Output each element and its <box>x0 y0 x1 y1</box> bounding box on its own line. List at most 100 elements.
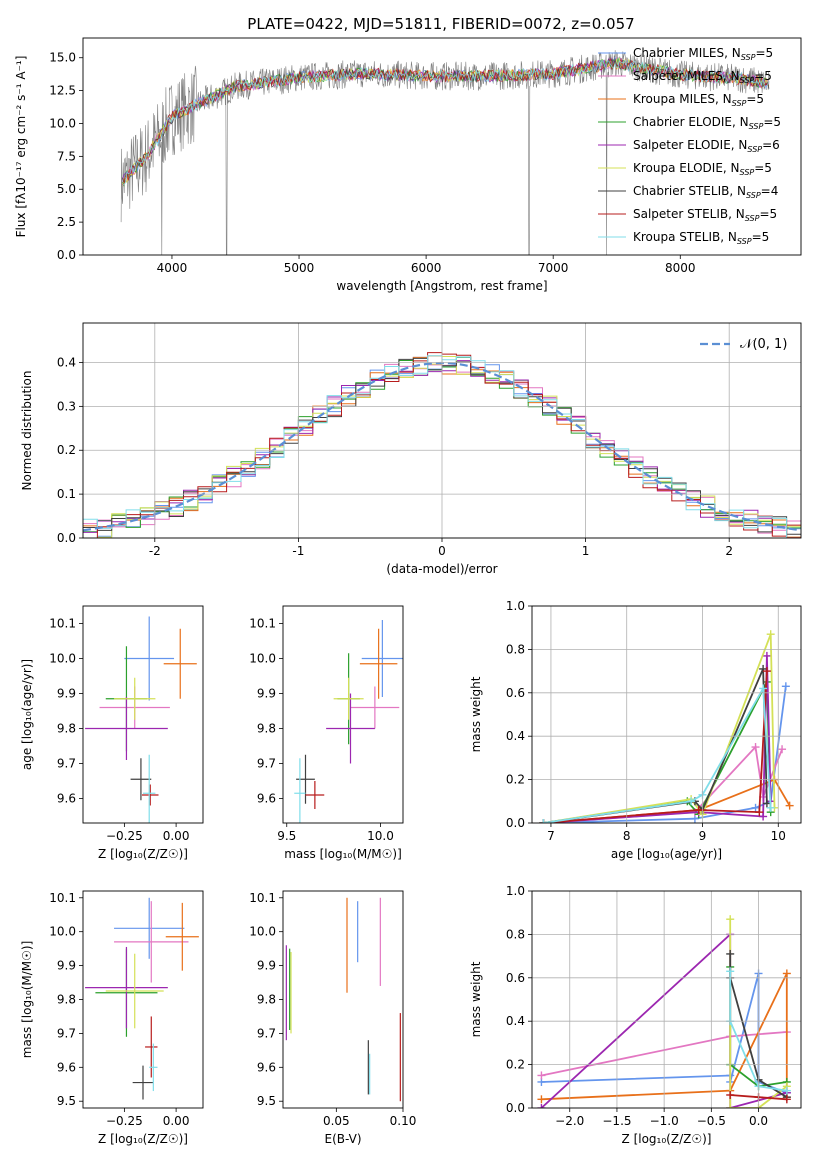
weight-marker <box>726 949 735 958</box>
legend-entry: Salpeter MILES, NSSP=5 <box>633 69 772 85</box>
errorbar-point-8 <box>149 1043 158 1092</box>
model-line-7 <box>122 57 770 187</box>
y-tick-label: 0.4 <box>506 729 525 743</box>
x-tick-label: 0.10 <box>390 1114 417 1128</box>
y-tick-label: 0.0 <box>57 248 76 262</box>
y-tick-label: 9.5 <box>57 1094 76 1108</box>
y-tick-label: 0.1 <box>57 487 76 501</box>
y-tick-label: 0.0 <box>506 1101 525 1115</box>
y-tick-label: 9.5 <box>257 1094 276 1108</box>
weight-marker <box>766 803 775 812</box>
weight-marker <box>537 1095 546 1104</box>
plot-area-mass_vs_ebv <box>285 897 401 1102</box>
x-tick-label: 7 <box>547 829 555 843</box>
x-tick-label: −0.25 <box>106 829 143 843</box>
errorbar-point-8 <box>294 758 306 823</box>
axes-frame <box>82 322 802 539</box>
y-tick-label: 10.0 <box>249 925 276 939</box>
y-axis-label: mass [log₁₀(M/M☉)] <box>20 941 34 1059</box>
errorbar-point-1 <box>114 901 189 983</box>
weight-marker <box>759 812 768 821</box>
axes-massweight_vs_Z: −2.0 −1.5 −1.0 −0.5 0.0 0.0 0.2 0.4 0.6 0.8 1.0 Z [… <box>469 884 802 1146</box>
axes-residuals: -2 -1 0 1 2 0.0 0.1 0.2 0.3 0.4 (data-model)/error… <box>20 322 802 576</box>
legend-entry: Salpeter STELIB, NSSP=5 <box>633 207 777 223</box>
y-tick-label: 9.7 <box>57 1026 76 1040</box>
x-tick-label: 0.00 <box>163 1114 190 1128</box>
legend-entry: Salpeter ELODIE, NSSP=6 <box>633 138 780 154</box>
y-tick-label: 0.6 <box>506 971 525 985</box>
y-tick-label: 0.2 <box>506 1058 525 1072</box>
x-tick-label: 7000 <box>538 261 569 275</box>
weight-marker <box>751 803 760 812</box>
errorbar-point-7 <box>141 784 159 806</box>
y-tick-label: 9.9 <box>257 687 276 701</box>
x-tick-label: 4000 <box>157 261 188 275</box>
x-tick-label: 8 <box>623 829 631 843</box>
y-tick-label: 9.6 <box>257 1060 276 1074</box>
weight-marker <box>539 819 548 823</box>
weight-line-7 <box>543 671 768 823</box>
weight-marker <box>687 797 696 806</box>
y-tick-label: 0.0 <box>506 816 525 830</box>
figure-title: PLATE=0422, MJD=51811, FIBERID=0072, z=0… <box>247 15 634 33</box>
y-axis-label: mass weight <box>469 676 483 752</box>
weight-marker <box>778 745 787 754</box>
plot-area-mass_vs_Z <box>85 897 199 1100</box>
y-tick-label: 9.7 <box>257 757 276 771</box>
y-tick-label: 0.0 <box>57 531 76 545</box>
y-tick-label: 0.8 <box>506 642 525 656</box>
spectrum-legend: Chabrier MILES, NSSP=5 Salpeter MILES, NS… <box>598 46 781 246</box>
errorbar-point-5 <box>114 677 156 720</box>
x-tick-label: 6000 <box>411 261 442 275</box>
y-tick-label: 9.8 <box>57 993 76 1007</box>
errorbar-point-2 <box>163 628 197 699</box>
axes-frame <box>82 890 204 1109</box>
weight-marker <box>755 808 764 817</box>
x-tick-label: 1 <box>582 544 590 558</box>
y-tick-label: 2.5 <box>57 215 76 229</box>
weight-line-8 <box>543 685 772 823</box>
y-tick-label: 9.9 <box>57 959 76 973</box>
y-tick-label: 0.3 <box>57 399 76 413</box>
x-tick-label: 0 <box>438 544 446 558</box>
errorbar-point-4 <box>326 693 375 764</box>
x-axis-label: wavelength [Angstrom, rest frame] <box>336 279 547 293</box>
weight-marker <box>537 1071 546 1080</box>
y-tick-label: 0.6 <box>506 686 525 700</box>
axes-age_vs_Z: −0.25 0.00 9.6 9.7 9.8 9.9 10.0 10.1 Z [log₁₀(Z/… <box>20 605 204 861</box>
legend-entry: 𝒩(0, 1) <box>740 337 787 352</box>
errorbar-point-8 <box>143 754 156 823</box>
y-tick-label: 5.0 <box>57 182 76 196</box>
x-tick-label: 9 <box>699 829 707 843</box>
axes-spectrum: 4000 5000 6000 7000 8000 0.0 2.5 5.0 7.5 10.0 12.5… <box>14 37 802 293</box>
plot-area-age_vs_Z <box>85 616 197 823</box>
weight-marker <box>782 1086 791 1095</box>
axes-frame <box>531 605 802 824</box>
y-tick-label: 9.9 <box>57 687 76 701</box>
x-tick-label: 10.0 <box>367 829 394 843</box>
plots-layer: 4000 5000 6000 7000 80000.02.55.07.510.012.5… <box>14 37 802 1146</box>
x-axis-label: (data-model)/error <box>386 562 497 576</box>
weight-marker <box>762 651 771 660</box>
y-tick-label: 9.8 <box>257 993 276 1007</box>
legend-entry: Kroupa MILES, NSSP=5 <box>633 92 764 108</box>
y-tick-label: 9.6 <box>57 792 76 806</box>
y-tick-label: 0.2 <box>506 773 525 787</box>
x-axis-label: Z [log₁₀(Z/Z☉)] <box>98 847 188 861</box>
errorbar-point-0 <box>361 620 403 697</box>
y-axis-label: age [log₁₀(age/yr)] <box>20 659 34 770</box>
y-tick-label: 0.4 <box>57 355 76 369</box>
weight-line-8 <box>729 971 787 1092</box>
y-axis-label: Flux [fλ10⁻¹⁷ erg cm⁻² s⁻¹ A⁻¹] <box>14 56 28 238</box>
x-tick-label: −2.0 <box>555 1114 584 1128</box>
legend-entry: Chabrier STELIB, NSSP=4 <box>633 184 778 200</box>
weight-line-3 <box>543 681 772 823</box>
plot-area-massweight_vs_age <box>539 630 794 823</box>
y-axis-label: mass weight <box>469 961 483 1037</box>
errorbar-point-6 <box>296 754 315 804</box>
y-tick-label: 9.8 <box>257 722 276 736</box>
errorbar-point-2 <box>359 628 398 699</box>
y-tick-label: 0.2 <box>57 443 76 457</box>
errorbar-point-7 <box>145 1016 158 1078</box>
weight-marker <box>726 1090 735 1099</box>
